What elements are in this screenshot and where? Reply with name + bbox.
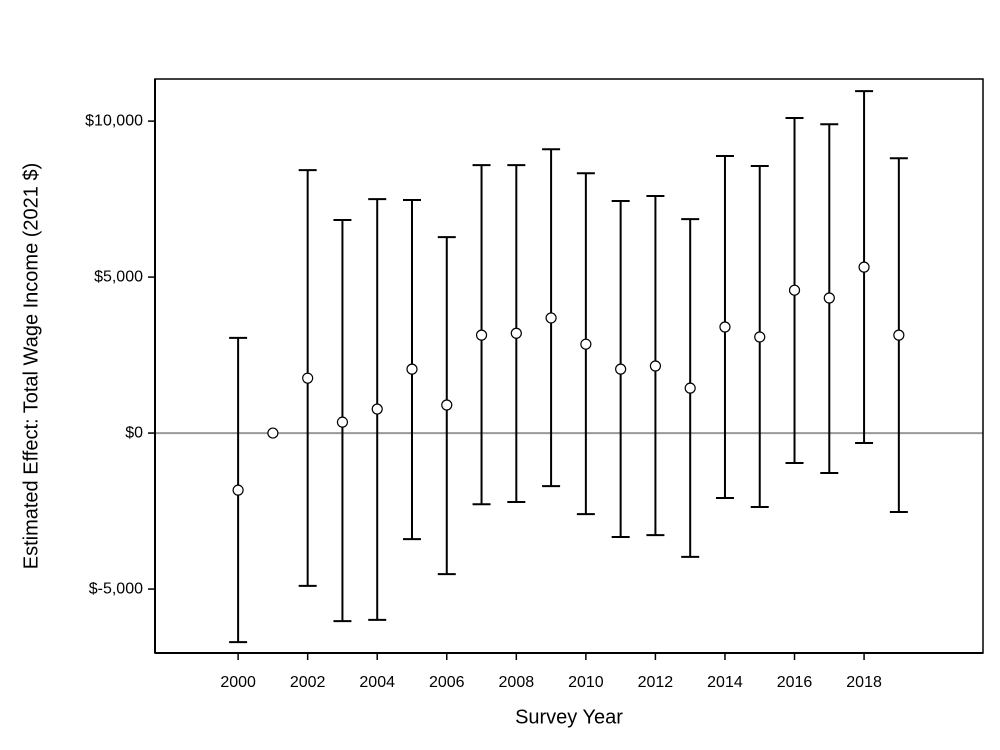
point (510, 327, 522, 339)
point (893, 329, 905, 341)
point (302, 372, 314, 384)
x-tick-label: 2008 (499, 674, 535, 691)
point (475, 329, 488, 341)
x-tick-label: 2000 (220, 674, 256, 691)
x-tick-label: 2016 (777, 674, 813, 691)
point (788, 284, 801, 296)
y-axis-label: Estimated Effect: Total Wage Income (202… (20, 163, 42, 570)
point (267, 427, 279, 439)
point (754, 331, 766, 343)
x-tick-label: 2002 (290, 674, 326, 691)
y-tick-label: $5,000 (94, 268, 143, 285)
x-tick-label: 2014 (707, 674, 743, 691)
point (545, 312, 557, 324)
x-tick-label: 2006 (429, 674, 465, 691)
plot-frame (154, 78, 984, 654)
point (406, 363, 418, 375)
y-tick-label: $10,000 (85, 112, 143, 129)
point (371, 403, 383, 415)
point (858, 261, 870, 273)
y-tick-label: $-5,000 (89, 580, 143, 597)
point (232, 484, 244, 496)
point (615, 363, 627, 375)
point (823, 292, 835, 304)
x-tick-label: 2012 (638, 674, 674, 691)
y-tick-label: $0 (125, 424, 143, 441)
point (580, 338, 592, 350)
point (336, 416, 349, 428)
point (649, 360, 662, 372)
point (441, 399, 453, 411)
x-tick-label: 2018 (846, 674, 882, 691)
point (719, 321, 731, 333)
x-tick-label: 2004 (359, 674, 395, 691)
x-tick-label: 2010 (568, 674, 604, 691)
x-axis-label: Survey Year (515, 706, 623, 728)
point (684, 382, 696, 394)
